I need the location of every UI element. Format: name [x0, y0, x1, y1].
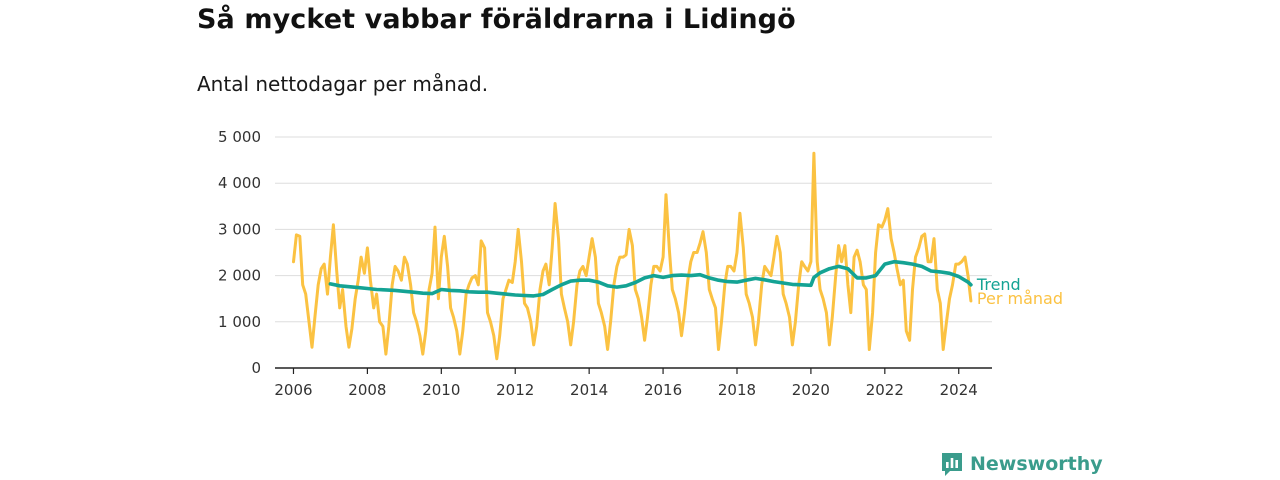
y-tick-label: 2 000: [218, 267, 261, 285]
series-line-monthly: [292, 151, 973, 361]
x-tick-label: 2022: [866, 381, 904, 399]
x-tick-label: 2006: [274, 381, 312, 399]
brand-logo[interactable]: Newsworthy: [940, 451, 1103, 477]
x-tick-label: 2012: [496, 381, 534, 399]
series-line-trend: [328, 259, 973, 298]
x-tick-label: 2018: [718, 381, 756, 399]
brand-name: Newsworthy: [970, 453, 1103, 475]
x-tick-label: 2014: [570, 381, 608, 399]
chart-title: Så mycket vabbar föräldrarna i Lidingö: [197, 4, 796, 35]
x-tick-label: 2016: [644, 381, 682, 399]
chart-subtitle: Antal nettodagar per månad.: [197, 72, 489, 96]
x-tick-label: 2008: [348, 381, 386, 399]
y-tick-label: 1 000: [218, 313, 261, 331]
x-tick-label: 2024: [940, 381, 978, 399]
series-label-trend: Trend: [976, 275, 1021, 294]
series-label-monthly: Per månad: [977, 289, 1063, 308]
y-tick-label: 5 000: [218, 128, 261, 146]
x-tick-label: 2020: [792, 381, 830, 399]
y-tick-label: 0: [251, 359, 261, 377]
y-tick-label: 4 000: [218, 174, 261, 192]
newsworthy-icon: [942, 453, 962, 476]
x-tick-label: 2010: [422, 381, 460, 399]
y-tick-label: 3 000: [218, 220, 261, 238]
